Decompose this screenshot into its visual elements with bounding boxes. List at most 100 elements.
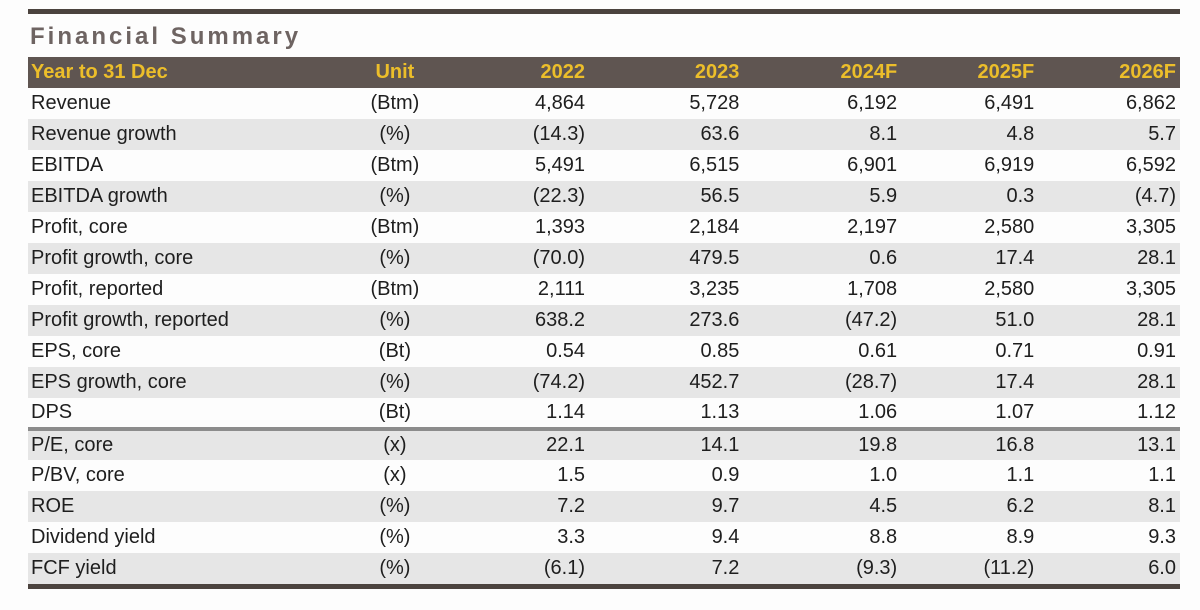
cell-value: 14.1 [589,427,744,460]
table-row: EPS growth, core (%) (74.2) 452.7 (28.7) 17.4… [28,367,1180,398]
cell-value: 3,305 [1125,278,1176,300]
cell-value: 1.1 [1148,464,1176,486]
cell-value: 9.7 [711,495,740,517]
cell-value: 2,197 [847,216,898,238]
cell-value: 6,491 [984,92,1035,114]
cell-value: 51.0 [995,309,1035,331]
cell-value: (74.2) [532,371,586,393]
cell-value: 22.1 [434,427,590,460]
table-row: Profit, reported (Btm) 2,111 3,235 1,708 2,58… [28,274,1180,305]
cell-value: 28.1 [1137,247,1176,269]
row-unit: (Bt) [378,340,412,362]
cell-value: 3,305 [1125,216,1176,238]
cell-value: 1.12 [1137,401,1176,423]
row-label: EBITDA growth [31,185,168,207]
cell-value: 0.71 [995,340,1035,362]
cell-value: 479.5 [689,247,740,269]
cell-value: 6,862 [1125,92,1176,114]
row-unit: (Btm) [370,92,420,114]
row-unit: (x) [383,464,407,486]
table-row: ROE (%) 7.2 9.7 4.5 6.2 8.1 [28,491,1180,522]
row-label: FCF yield [31,557,117,579]
table-row: Profit, core (Btm) 1,393 2,184 2,197 2,580 3,3… [28,212,1180,243]
cell-value: 4.5 [869,495,898,517]
cell-value: 2,111 [537,278,586,300]
column-header-2024f: 2024F [840,61,898,83]
cell-value: 1.0 [869,464,898,486]
row-label: Profit, core [31,216,128,238]
cell-value: 1.1 [1006,464,1035,486]
cell-value: 0.6 [869,247,898,269]
row-unit: (Btm) [370,278,420,300]
row-label: Profit growth, core [31,247,194,269]
cell-value: (4.7) [1134,185,1176,207]
cell-value: 2,580 [984,216,1035,238]
table-row: Profit growth, reported (%) 638.2 273.6 (47.… [28,305,1180,336]
cell-value: 0.9 [711,464,740,486]
row-unit: (Btm) [370,154,420,176]
row-unit: (%) [379,557,411,579]
section-title: Financial Summary [30,23,302,50]
cell-value: 0.61 [858,340,898,362]
table-row: Revenue growth (%) (14.3) 63.6 8.1 4.8 5.7 [28,119,1180,150]
row-unit: (%) [379,309,411,331]
row-label: Revenue [31,92,112,114]
cell-value: 1,393 [534,216,586,238]
row-label: P/E, core [28,427,356,460]
cell-value: 28.1 [1137,309,1176,331]
cell-value: 28.1 [1137,371,1176,393]
cell-value: 5.9 [869,185,898,207]
cell-value: 5,728 [689,92,740,114]
cell-value: 4,864 [534,92,586,114]
cell-value: 9.3 [1148,526,1176,548]
row-label: EPS growth, core [31,371,187,393]
table-row: Dividend yield (%) 3.3 9.4 8.8 8.9 9.3 [28,522,1180,553]
cell-value: 7.2 [711,557,740,579]
row-label: DPS [31,401,73,423]
row-label: ROE [31,495,75,517]
row-unit: (x) [355,427,435,460]
row-label: Revenue growth [31,123,177,145]
top-rule [28,9,1180,14]
cell-value: 8.9 [1006,526,1035,548]
cell-value: 1.07 [995,401,1035,423]
column-header-2026f: 2026F [1119,61,1176,83]
row-label: EPS, core [31,340,122,362]
cell-value: 1.5 [557,464,586,486]
cell-value: 2,580 [984,278,1035,300]
cell-value: 1.13 [700,401,740,423]
cell-value: 13.1 [1038,427,1180,460]
column-header-unit: Unit [375,61,415,83]
cell-value: 3.3 [557,526,586,548]
cell-value: 63.6 [700,123,740,145]
cell-value: 1.14 [546,401,586,423]
cell-value: 7.2 [557,495,586,517]
row-unit: (%) [379,526,411,548]
financial-summary-table: Year to 31 Dec Unit 2022 2023 2024F 2025F 2026… [28,57,1180,584]
row-label: EBITDA [31,154,104,176]
cell-value: 6,919 [984,154,1035,176]
cell-value: 6,192 [847,92,898,114]
cell-value: 8.8 [869,526,898,548]
cell-value: (70.0) [532,247,586,269]
table-body: Revenue (Btm) 4,864 5,728 6,192 6,491 6,862 Rev… [28,88,1180,584]
cell-value: 0.91 [1137,340,1176,362]
cell-value: 6,901 [847,154,898,176]
cell-value: 8.1 [869,123,898,145]
row-unit: (%) [379,495,411,517]
table-row: FCF yield (%) (6.1) 7.2 (9.3) (11.2) 6.0 [28,553,1180,584]
cell-value: 273.6 [689,309,740,331]
row-unit: (%) [379,247,411,269]
row-label: Dividend yield [31,526,156,548]
cell-value: 6.2 [1006,495,1035,517]
table-row: EBITDA growth (%) (22.3) 56.5 5.9 0.3 (4.7) [28,181,1180,212]
cell-value: (14.3) [532,123,586,145]
cell-value: 5,491 [534,154,586,176]
column-header-2025f: 2025F [977,61,1035,83]
cell-value: 638.2 [534,309,586,331]
row-unit: (Btm) [370,216,420,238]
table-row: Revenue (Btm) 4,864 5,728 6,192 6,491 6,862 [28,88,1180,119]
table-header-row: Year to 31 Dec Unit 2022 2023 2024F 2025F 2026… [28,57,1180,88]
cell-value: (47.2) [844,309,898,331]
